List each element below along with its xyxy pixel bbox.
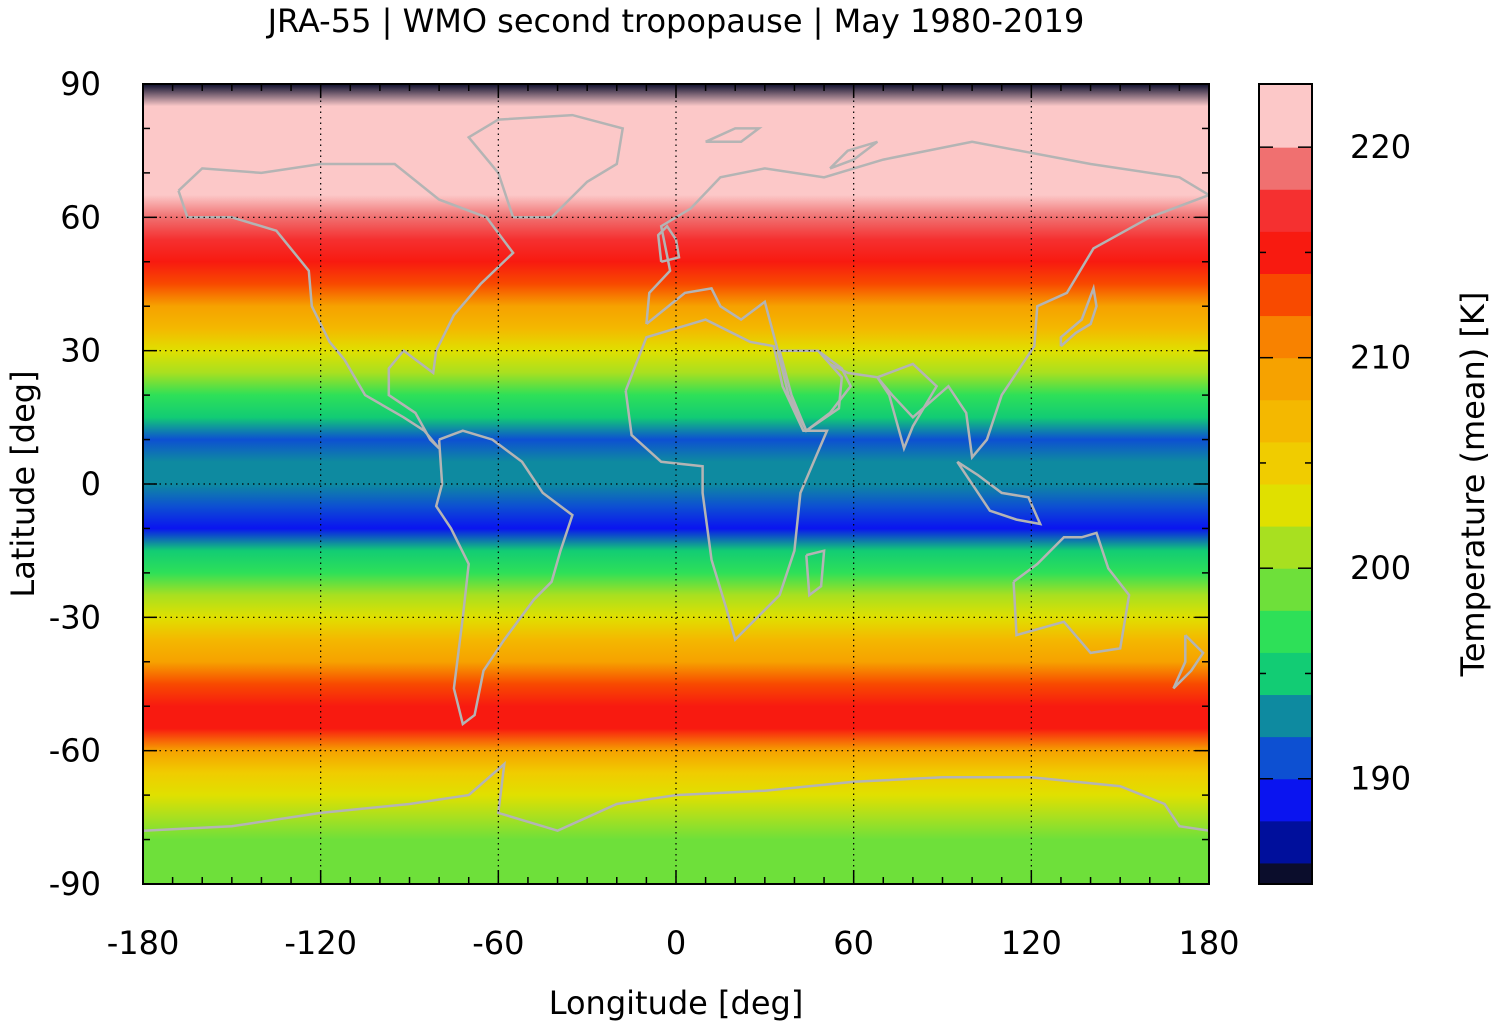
x-tick-label: -120 <box>284 924 357 962</box>
coastline-south-america <box>434 429 574 727</box>
colorbar-level <box>1259 694 1312 738</box>
x-tick-label: -60 <box>472 924 524 962</box>
coastline-arabia <box>778 349 853 433</box>
colorbar-level <box>1259 441 1312 485</box>
colorbar-level <box>1259 273 1312 317</box>
colorbar-tick-labels: 220 210 200 190 <box>1350 128 1411 798</box>
coastline-greenland <box>466 113 625 219</box>
y-tick-label: 0 <box>81 465 101 503</box>
colorbar-level <box>1259 84 1312 148</box>
colorbar <box>1259 84 1312 885</box>
colorbar-level <box>1259 315 1312 359</box>
colorbar-level <box>1259 652 1312 696</box>
colorbar-level <box>1259 231 1312 274</box>
coastline-svalbard <box>705 127 763 144</box>
coastline-new-zealand <box>1172 634 1205 690</box>
y-tick-labels: 90 60 30 0 -30 -60 -90 <box>49 65 101 903</box>
coastline-madagascar <box>805 549 826 598</box>
y-tick-label: 60 <box>60 198 101 236</box>
coastlines <box>143 113 1209 833</box>
colorbar-label: Temperature (mean) [K] <box>1454 292 1492 678</box>
x-tick-label: -180 <box>107 924 180 962</box>
colorbar-level <box>1259 484 1312 527</box>
coastline-eurasia <box>645 140 1209 461</box>
coastline-japan <box>1059 283 1098 348</box>
colorbar-level <box>1259 778 1312 822</box>
x-tick-label: 60 <box>833 924 874 962</box>
coastline-uk <box>656 224 681 264</box>
colorbar-level <box>1259 736 1312 780</box>
x-axis-label: Longitude [deg] <box>549 984 804 1022</box>
plot-ticks <box>142 83 1210 885</box>
x-tick-label: 120 <box>1001 924 1062 962</box>
y-tick-label: -30 <box>49 598 101 636</box>
colorbar-tick-label: 190 <box>1350 760 1411 798</box>
colorbar-level <box>1259 357 1312 401</box>
colorbar-tick-label: 200 <box>1350 549 1411 587</box>
colorbar-ticks <box>1259 146 1312 885</box>
x-tick-label: 180 <box>1178 924 1239 962</box>
coastline-australia <box>1012 531 1131 655</box>
coastline-antarctica <box>143 760 1209 833</box>
colorbar-level <box>1259 568 1312 611</box>
x-tick-label: 0 <box>666 924 686 962</box>
coastline-africa <box>624 318 829 642</box>
y-tick-label: 30 <box>60 332 101 370</box>
coastline-indonesia <box>956 460 1043 526</box>
colorbar-level <box>1259 610 1312 653</box>
colorbar-level <box>1259 526 1312 569</box>
coastline-novaya-zemlya <box>829 140 879 170</box>
x-tick-labels: -180 -120 -60 0 60 120 180 <box>107 924 1240 962</box>
colorbar-level <box>1259 820 1312 864</box>
colorbar-tick-label: 220 <box>1350 128 1411 166</box>
colorbar-level <box>1259 399 1312 443</box>
colorbar-frame <box>1258 83 1313 885</box>
plot-area <box>142 83 1210 885</box>
colorbar-level <box>1259 862 1312 885</box>
colorbar-level <box>1259 189 1312 232</box>
colorbar-level <box>1259 147 1312 190</box>
colorbar-tick-label: 210 <box>1350 339 1411 377</box>
y-tick-label: -90 <box>49 865 101 903</box>
coastline-india <box>876 362 939 453</box>
chart-title: JRA-55 | WMO second tropopause | May 198… <box>266 2 1085 40</box>
coastline-north-america <box>177 162 515 450</box>
y-axis-label: Latitude [deg] <box>4 370 42 597</box>
y-tick-label: -60 <box>49 732 101 770</box>
y-tick-label: 90 <box>60 65 101 103</box>
